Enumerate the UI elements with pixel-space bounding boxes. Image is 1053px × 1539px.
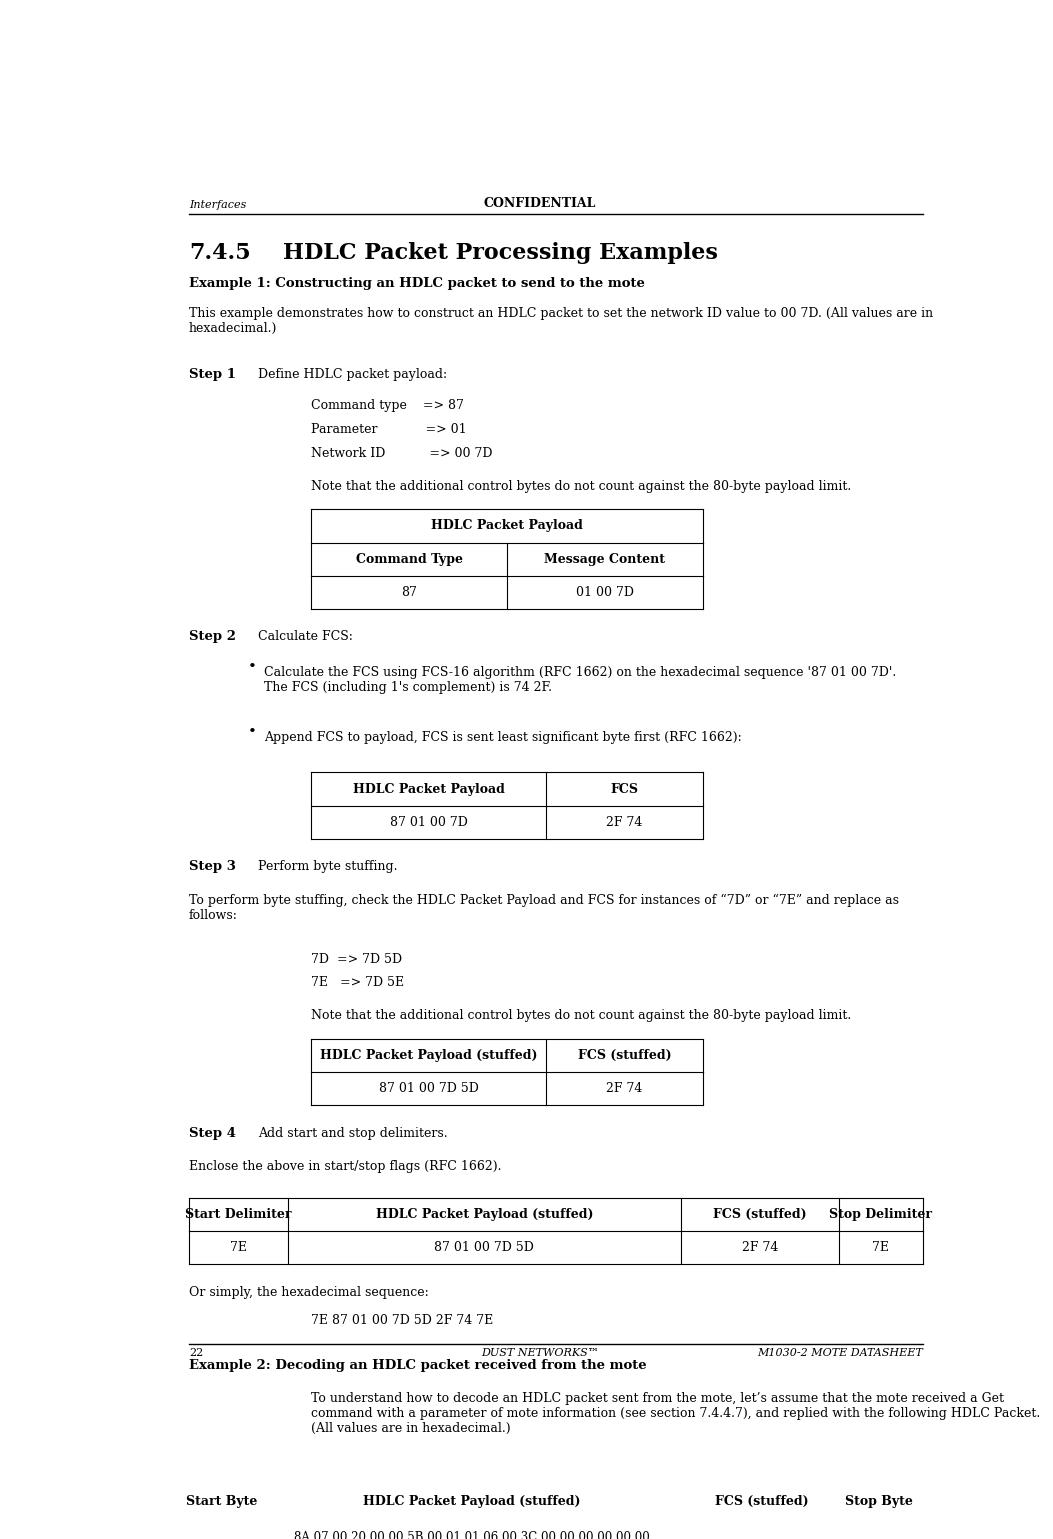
- Text: •: •: [247, 725, 256, 739]
- Text: Step 3: Step 3: [188, 860, 236, 873]
- Text: Example 2: Decoding an HDLC packet received from the mote: Example 2: Decoding an HDLC packet recei…: [188, 1359, 647, 1373]
- Text: 87 01 00 7D 5D: 87 01 00 7D 5D: [435, 1240, 534, 1254]
- Text: HDLC Packet Payload (stuffed): HDLC Packet Payload (stuffed): [363, 1494, 580, 1508]
- Text: Network ID           => 00 7D: Network ID => 00 7D: [312, 446, 493, 460]
- Text: HDLC Packet Payload: HDLC Packet Payload: [431, 520, 583, 532]
- Text: 87 01 00 7D 5D: 87 01 00 7D 5D: [379, 1082, 479, 1096]
- Text: 2F 74: 2F 74: [607, 1082, 642, 1096]
- Text: Parameter            => 01: Parameter => 01: [312, 423, 466, 436]
- Text: Interfaces: Interfaces: [188, 200, 246, 211]
- Text: FCS (stuffed): FCS (stuffed): [578, 1050, 672, 1062]
- Text: Step 2: Step 2: [188, 631, 236, 643]
- Text: Start Delimiter: Start Delimiter: [185, 1208, 292, 1220]
- Text: FCS (stuffed): FCS (stuffed): [715, 1494, 809, 1508]
- Text: 7.4.5: 7.4.5: [188, 242, 251, 263]
- Text: M1030-2 MOTE DATASHEET: M1030-2 MOTE DATASHEET: [757, 1348, 923, 1359]
- Text: 2F 74: 2F 74: [741, 1240, 778, 1254]
- Text: 7D  => 7D 5D: 7D => 7D 5D: [312, 953, 402, 965]
- Text: This example demonstrates how to construct an HDLC packet to set the network ID : This example demonstrates how to constru…: [188, 306, 933, 336]
- Text: Or simply, the hexadecimal sequence:: Or simply, the hexadecimal sequence:: [188, 1285, 429, 1299]
- Text: FCS (stuffed): FCS (stuffed): [713, 1208, 807, 1220]
- Text: Perform byte stuffing.: Perform byte stuffing.: [258, 860, 398, 873]
- Text: Step 4: Step 4: [188, 1127, 236, 1140]
- Text: Note that the additional control bytes do not count against the 80-byte payload : Note that the additional control bytes d…: [312, 480, 852, 492]
- Text: Command type    => 87: Command type => 87: [312, 399, 464, 412]
- Text: Stop Delimiter: Stop Delimiter: [830, 1208, 933, 1220]
- Text: •: •: [247, 660, 256, 674]
- Text: Command Type: Command Type: [356, 553, 462, 566]
- Text: Note that the additional control bytes do not count against the 80-byte payload : Note that the additional control bytes d…: [312, 1010, 852, 1022]
- Text: To perform byte stuffing, check the HDLC Packet Payload and FCS for instances of: To perform byte stuffing, check the HDLC…: [188, 893, 899, 922]
- Text: Add start and stop delimiters.: Add start and stop delimiters.: [258, 1127, 448, 1140]
- Text: 7E 87 01 00 7D 5D 2F 74 7E: 7E 87 01 00 7D 5D 2F 74 7E: [312, 1314, 494, 1327]
- Text: DUST NETWORKS™: DUST NETWORKS™: [481, 1348, 598, 1359]
- Text: CONFIDENTIAL: CONFIDENTIAL: [483, 197, 596, 211]
- Text: 22: 22: [188, 1348, 203, 1359]
- Text: Start Byte: Start Byte: [186, 1494, 258, 1508]
- Text: Enclose the above in start/stop flags (RFC 1662).: Enclose the above in start/stop flags (R…: [188, 1160, 501, 1173]
- Text: To understand how to decode an HDLC packet sent from the mote, let’s assume that: To understand how to decode an HDLC pack…: [312, 1393, 1040, 1436]
- Text: 01 00 7D: 01 00 7D: [576, 586, 634, 599]
- Text: 87: 87: [401, 586, 417, 599]
- Text: HDLC Packet Payload: HDLC Packet Payload: [353, 782, 504, 796]
- Text: FCS: FCS: [611, 782, 638, 796]
- Text: Example 1: Constructing an HDLC packet to send to the mote: Example 1: Constructing an HDLC packet t…: [188, 277, 644, 291]
- Text: 8A 07 00 20 00 00 5B 00 01 01 06 00 3C 00 00 00 00 00 00: 8A 07 00 20 00 00 5B 00 01 01 06 00 3C 0…: [294, 1531, 650, 1539]
- Text: 7E: 7E: [873, 1240, 890, 1254]
- Text: Message Content: Message Content: [544, 553, 665, 566]
- Text: HDLC Packet Processing Examples: HDLC Packet Processing Examples: [282, 242, 717, 263]
- Text: 7E: 7E: [230, 1240, 246, 1254]
- Text: Append FCS to payload, FCS is sent least significant byte first (RFC 1662):: Append FCS to payload, FCS is sent least…: [264, 731, 741, 743]
- Text: Stop Byte: Stop Byte: [846, 1494, 913, 1508]
- Text: 2F 74: 2F 74: [607, 816, 642, 828]
- Text: Step 1: Step 1: [188, 368, 236, 382]
- Text: Calculate the FCS using FCS-16 algorithm (RFC 1662) on the hexadecimal sequence : Calculate the FCS using FCS-16 algorithm…: [264, 666, 896, 694]
- Text: HDLC Packet Payload (stuffed): HDLC Packet Payload (stuffed): [376, 1208, 593, 1220]
- Text: Define HDLC packet payload:: Define HDLC packet payload:: [258, 368, 448, 382]
- Text: HDLC Packet Payload (stuffed): HDLC Packet Payload (stuffed): [320, 1050, 537, 1062]
- Text: Calculate FCS:: Calculate FCS:: [258, 631, 353, 643]
- Text: 7E   => 7D 5E: 7E => 7D 5E: [312, 976, 404, 990]
- Text: 87 01 00 7D: 87 01 00 7D: [390, 816, 468, 828]
